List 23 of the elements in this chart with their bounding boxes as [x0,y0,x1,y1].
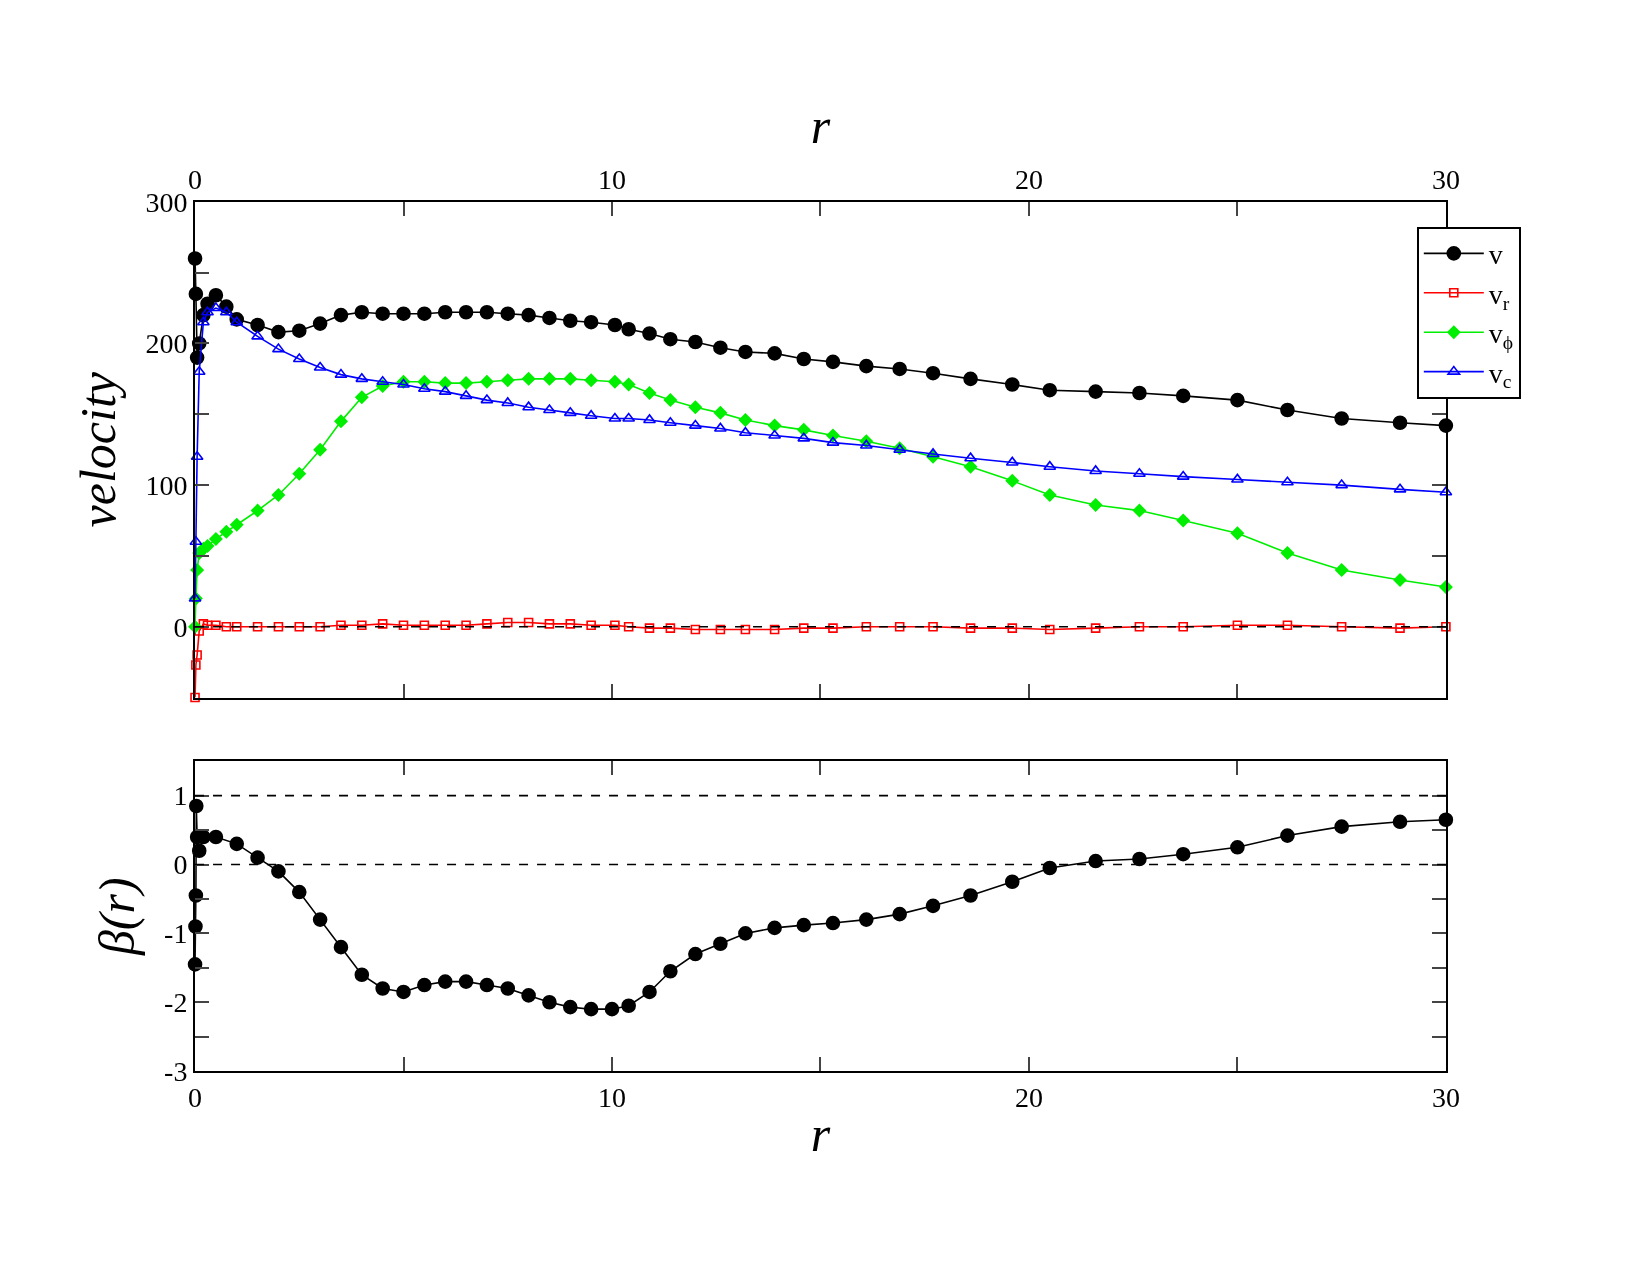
y-tick-label: 1 [173,780,188,812]
legend-label: v$_{ϕ}$ [1488,318,1514,353]
y-axis-title: β(r) [88,877,145,957]
y-tick-label: -1 [164,918,188,950]
x2-axis-title: r [810,98,831,155]
legend-label: v$_{r}$ [1488,278,1510,314]
y-tick-label: -2 [164,987,188,1019]
x-tick-label: 10 [597,1081,626,1113]
x-tick-label: 20 [1014,1081,1043,1113]
y-tick-label: 0 [173,849,188,881]
legend-label: v$_{c}$ [1488,357,1512,393]
legend-label: v [1488,239,1503,271]
y-axis-title: velocity [69,371,126,528]
x-tick-label: 30 [1431,1081,1460,1113]
x2-tick-label: 20 [1014,163,1043,195]
y-tick-label: 300 [145,186,188,218]
x-axis-title: r [810,1105,831,1162]
y-tick-label: 0 [173,611,188,643]
y-tick-label: 100 [145,469,188,501]
x2-tick-label: 10 [597,163,626,195]
x2-tick-label: 30 [1431,163,1460,195]
y-tick-label: 200 [145,328,188,360]
y-tick-label: -3 [164,1055,188,1087]
